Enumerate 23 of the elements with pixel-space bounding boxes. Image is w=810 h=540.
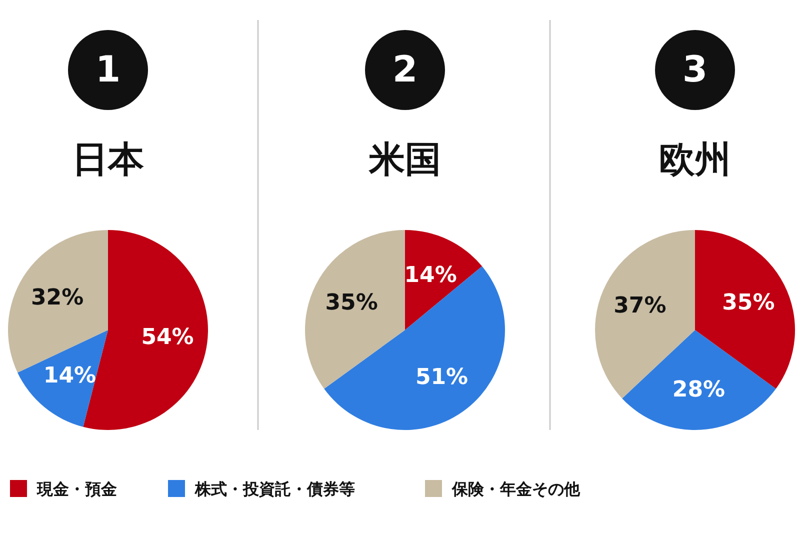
data-label: 37% xyxy=(614,294,666,319)
text: 2 xyxy=(392,50,418,90)
text: 1 xyxy=(95,50,121,90)
data-label: 14% xyxy=(404,263,457,288)
pie-slice xyxy=(405,230,482,330)
text: 3 xyxy=(682,50,708,90)
data-label: 35% xyxy=(325,290,378,316)
legend-label: 株式・投資託・債券等 xyxy=(194,480,355,498)
chart-title: 日本 xyxy=(72,140,144,180)
legend-label: 現金・預金 xyxy=(36,480,117,498)
chart-title: 米国 xyxy=(368,140,441,180)
legend-label: 保険・年金その他 xyxy=(451,480,581,498)
data-label: 35% xyxy=(722,290,775,316)
data-label: 32% xyxy=(31,285,84,310)
pie-slice xyxy=(622,330,776,430)
chart-title: 欧州 xyxy=(659,140,731,180)
data-label: 51% xyxy=(415,364,468,390)
pie-slice xyxy=(18,330,108,427)
data-label: 28% xyxy=(672,377,726,402)
pie-slice xyxy=(305,230,405,389)
data-label: 54% xyxy=(141,325,194,350)
data-label: 14% xyxy=(43,364,96,389)
pie-slice xyxy=(324,266,505,430)
